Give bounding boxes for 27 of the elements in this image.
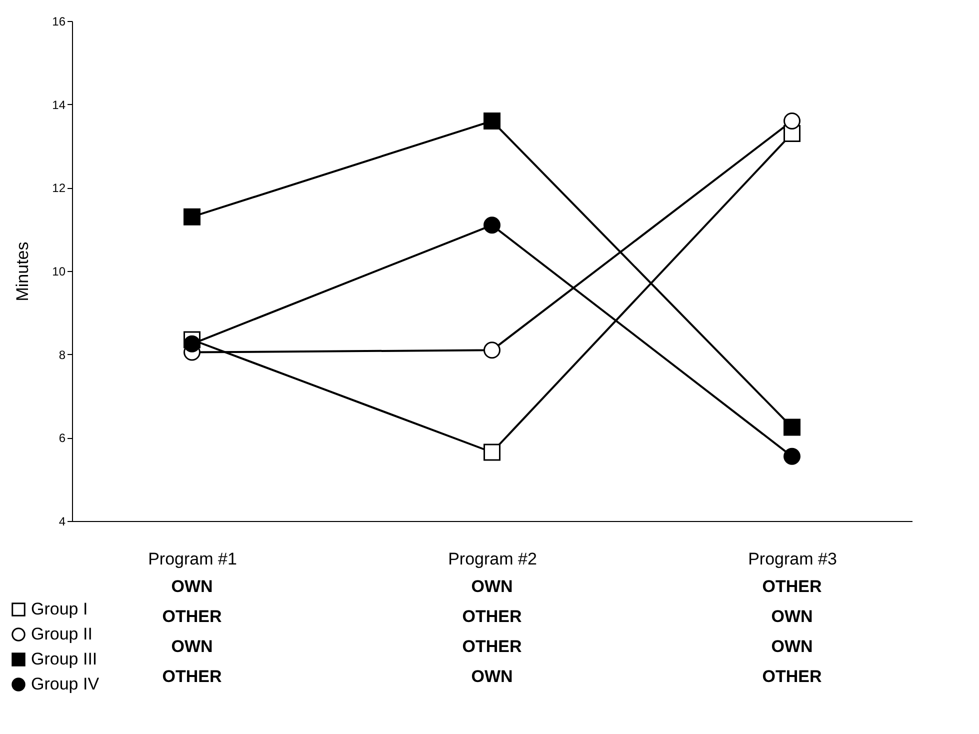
text: OTHER (762, 667, 822, 686)
y-tick-label: 12 (52, 181, 66, 196)
text: OWN (171, 577, 213, 596)
legend-label: Group III (31, 650, 98, 668)
text: OTHER (762, 577, 822, 596)
x-tick-label: Program #3 (748, 550, 837, 568)
text: OTHER (162, 667, 222, 686)
x-tick-label: Program #2 (448, 550, 537, 568)
y-tick-label: 4 (58, 514, 66, 528)
text: OWN (771, 607, 813, 626)
y-tick-label: 6 (58, 431, 66, 446)
text: OWN (771, 637, 813, 656)
y-tick-label: 14 (52, 98, 66, 112)
x-tick-label: Program #1 (148, 550, 237, 568)
legend-label: Group II (31, 624, 92, 644)
legend-label: Group IV (31, 674, 100, 694)
y-tick-label: 10 (52, 264, 66, 278)
text: OTHER (462, 637, 522, 656)
y-tick-label: 8 (58, 348, 66, 362)
text: OTHER (462, 607, 522, 626)
text: OWN (171, 637, 213, 656)
y-tick-label: 16 (52, 14, 66, 28)
text: OTHER (162, 607, 222, 626)
text: OWN (471, 667, 513, 686)
legend-label: Group I (31, 600, 88, 618)
text: OWN (471, 577, 513, 596)
y-axis-title: Minutes (13, 242, 32, 302)
